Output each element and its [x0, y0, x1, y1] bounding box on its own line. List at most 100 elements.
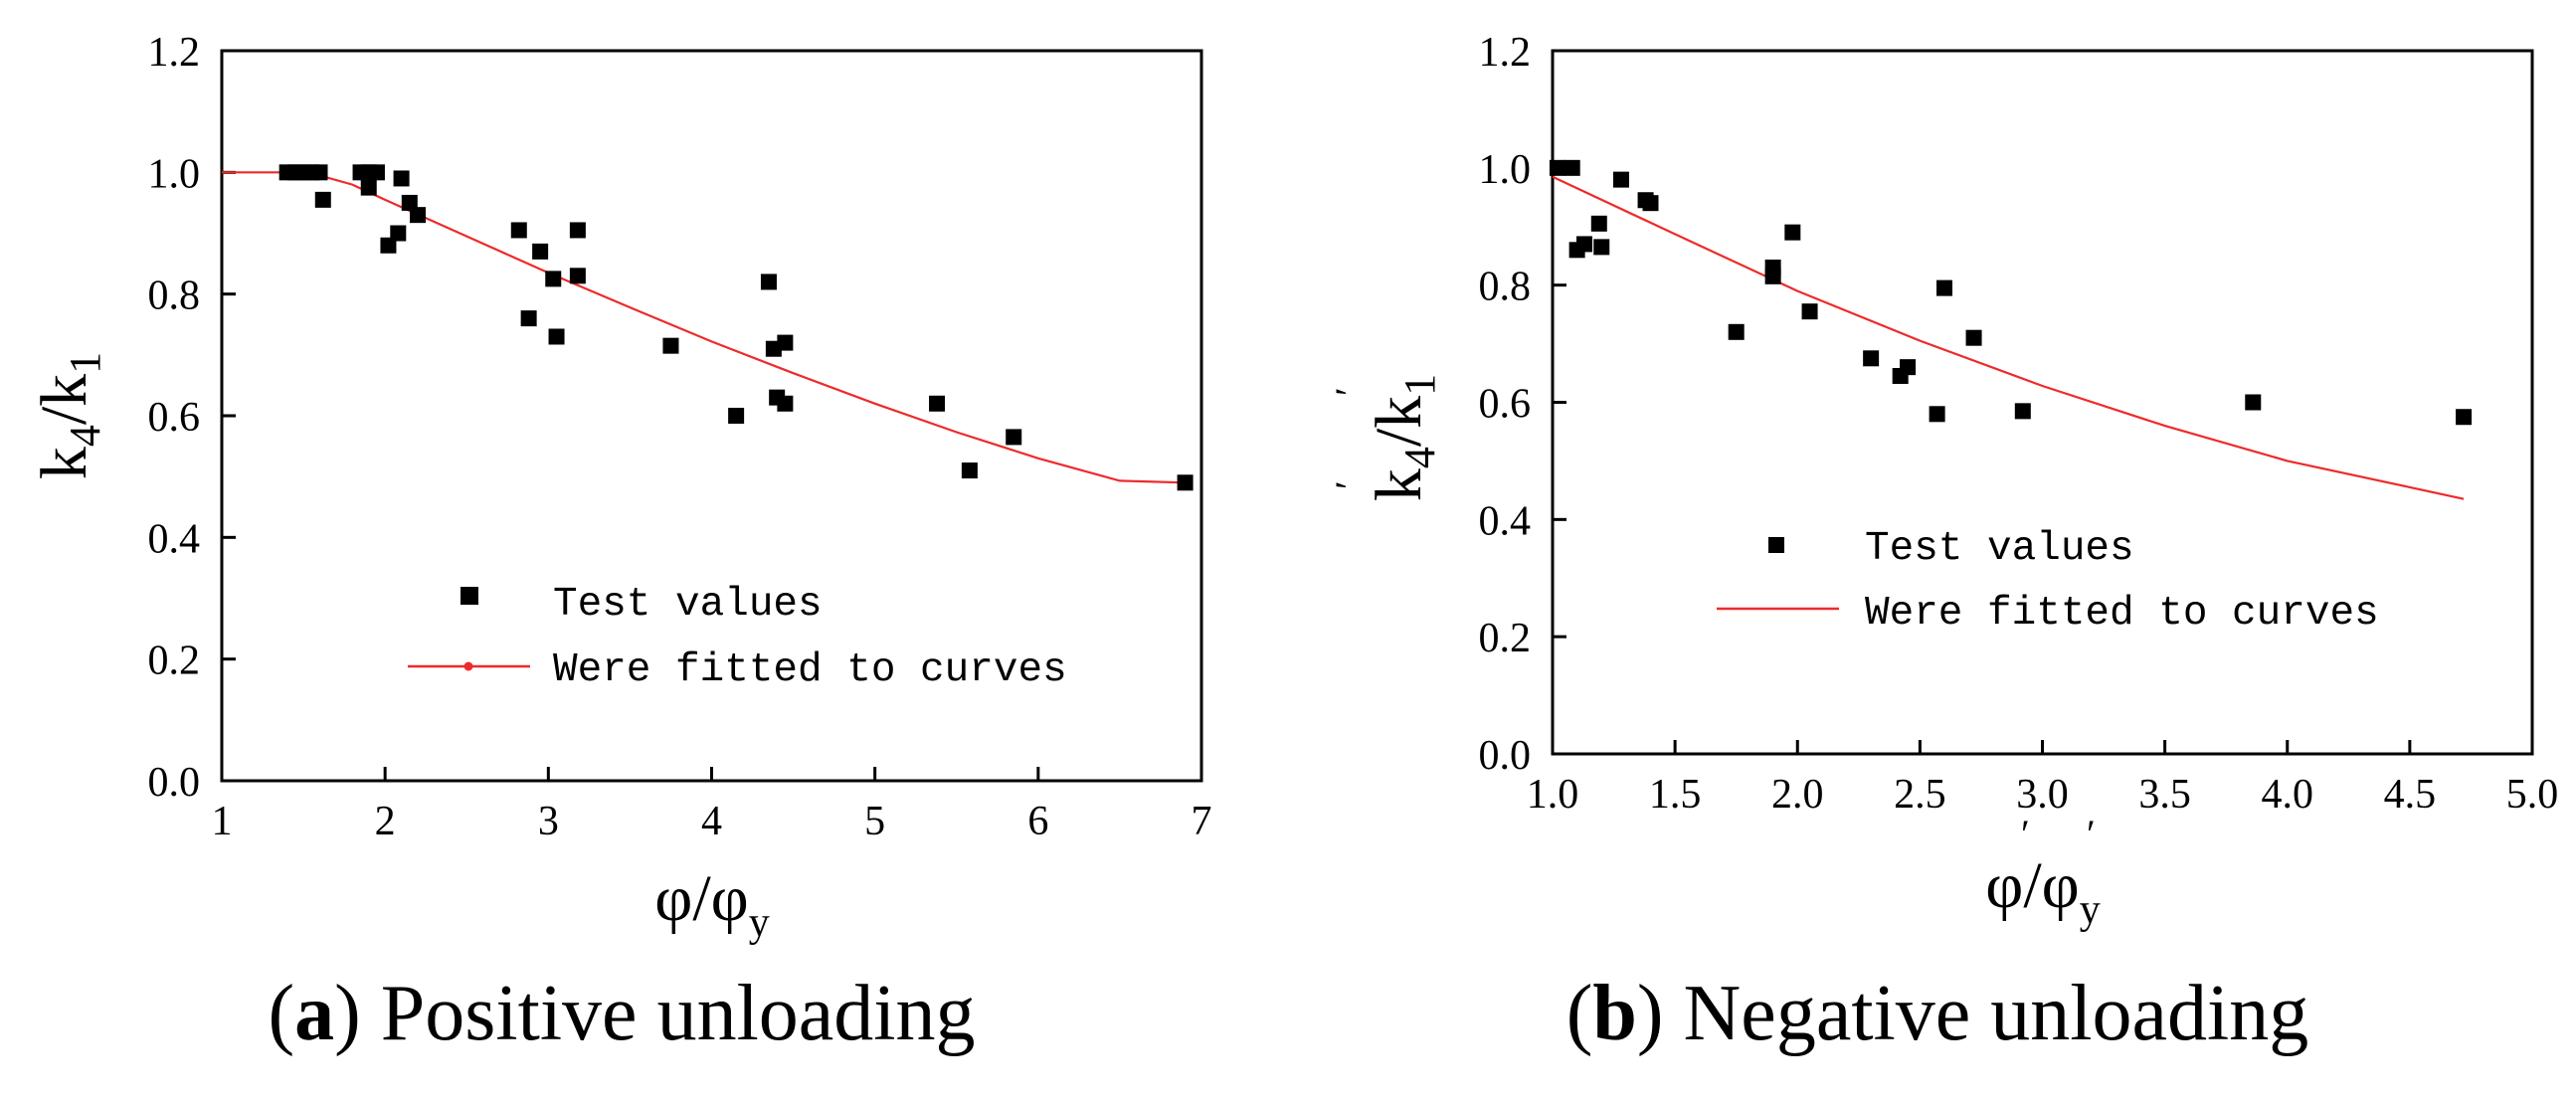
legend-a: Test values Were fitted to curves [408, 582, 1067, 693]
caption-text-b: Negative unloading [1684, 970, 2309, 1057]
test-point-b [1612, 171, 1629, 188]
y-tick-label-b: 0.8 [1479, 265, 1532, 310]
test-point-a [510, 222, 527, 239]
test-point-b [1936, 279, 1952, 296]
test-point-a [393, 170, 410, 187]
test-point-a [728, 408, 745, 424]
test-point-b [1576, 236, 1593, 253]
test-point-b [1549, 159, 1565, 176]
test-point-a [520, 310, 537, 327]
x-tick-label-b: 1.5 [1649, 772, 1702, 818]
test-point-a [532, 243, 549, 260]
y-tick-label-b: 1.0 [1479, 147, 1532, 193]
ylabel-sub-4-a: 4 [61, 425, 109, 447]
xlabel-prime-1-b: ʹ [2021, 812, 2030, 856]
test-point-b [1801, 303, 1818, 320]
fit-curve-line-b [1552, 175, 2465, 500]
fit-curve-a [222, 171, 1186, 484]
ylabel-prime-1-b: ʹ [1327, 480, 1372, 489]
y-axis-label-a: k4/k1 [28, 352, 109, 479]
x-tick-label-b: 2.5 [1894, 772, 1946, 818]
panel-b: 1.0 1.5 2.0 2.5 3.0 3.5 4.0 4.5 5.0 0.0 0.2 0.4 0.6 0… [1327, 30, 2558, 1057]
x-tick-label-b: 2.0 [1771, 772, 1824, 818]
ylabel-sub-1-b: 1 [1395, 374, 1444, 396]
x-tick-label-a: 6 [1027, 799, 1048, 844]
y-tick-label-a: 1.0 [148, 151, 201, 197]
test-point-a [360, 179, 377, 196]
test-point-a [401, 194, 418, 211]
y-tick-label-b: 0.6 [1479, 382, 1532, 428]
plot-frame-b [1551, 49, 2534, 756]
test-point-a [410, 207, 426, 224]
ylabel-prime-2-b: ʹ [1327, 387, 1372, 396]
y-tick-label-a: 0.8 [148, 274, 201, 319]
y-tick-label-a: 0.2 [148, 639, 201, 684]
test-point-a [314, 191, 331, 208]
test-point-b [1900, 359, 1917, 376]
x-tick-label-b: 4.0 [2262, 772, 2314, 818]
test-point-a [777, 395, 794, 412]
caption-letter-a: a [294, 970, 334, 1057]
test-point-b [1965, 329, 1982, 346]
test-point-b [2245, 394, 2262, 411]
y-tick-label-a: 0.0 [148, 760, 201, 806]
x-tick-label-a: 2 [375, 799, 396, 844]
test-point-a [662, 337, 679, 354]
legend-label-points-b: Test values [1865, 526, 2134, 572]
test-point-a [777, 334, 794, 351]
fit-curve-line-a [222, 171, 1186, 484]
x-tick-label-b: 4.5 [2384, 772, 2437, 818]
test-points-a [278, 164, 1194, 491]
y-axis-label-b: k4/k1 ʹ ʹ [1327, 374, 1444, 501]
panel-a: 1 2 3 4 5 6 70.00.20.40.60.81.01.2 k4/k1 φ/φy … [28, 30, 1212, 1057]
ticks-a: 1 2 3 4 5 6 7 0.0 0.2 0.4 0.6 0.8 1.0 1.2 [148, 30, 1212, 844]
test-point-a [548, 328, 565, 345]
test-points-b [1549, 159, 2473, 426]
legend-marker-fit-a [463, 661, 473, 671]
test-point-b [1929, 406, 1945, 423]
test-point-b [1863, 350, 1880, 367]
test-point-a [311, 164, 328, 181]
ticks-b: 1.0 1.5 2.0 2.5 3.0 3.5 4.0 4.5 5.0 0.0 0.2 0.4 0.6 0… [1479, 30, 2559, 818]
legend-b: Test values Were fitted to curves [1717, 526, 2379, 637]
test-point-a [760, 274, 777, 290]
y-tick-label-b: 0.0 [1479, 733, 1532, 779]
ylabel-k-a: k [28, 447, 100, 479]
x-axis-label-b: φ/φy [1985, 849, 2101, 933]
test-point-a [1006, 429, 1022, 446]
test-point-b [1642, 195, 1659, 212]
y-tick-label-a: 0.4 [148, 516, 201, 562]
x-tick-label-a: 3 [538, 799, 559, 844]
test-point-b [1590, 215, 1607, 232]
y-tick-label-b: 1.2 [1479, 30, 1532, 76]
test-point-a [569, 222, 586, 239]
caption-letter-b: b [1592, 970, 1637, 1057]
test-point-a [380, 237, 397, 254]
y-tick-label-b: 0.2 [1479, 616, 1532, 661]
test-point-b [2456, 409, 2473, 426]
test-point-b [1593, 239, 1610, 256]
ylabel-k-b: k [1363, 468, 1435, 501]
svg-text:k4/k1: k4/k1 [28, 352, 109, 479]
xlabel-phi-b: φ/φ [1985, 849, 2080, 922]
test-point-a [929, 395, 946, 412]
xlabel-sub-y-b: y [2080, 887, 2101, 933]
legend-marker-points-b [1768, 537, 1784, 553]
legend-label-points-a: Test values [553, 582, 823, 628]
xlabel-prime-2-b: ʹ [2087, 812, 2096, 856]
test-point-b [1784, 224, 1801, 241]
test-point-a [1177, 474, 1194, 491]
legend-label-fit-a: Were fitted to curves [553, 647, 1067, 693]
test-point-b [1564, 159, 1580, 176]
ylabel-slash-k-a: /k [28, 374, 100, 425]
x-tick-label-a: 4 [701, 799, 722, 844]
test-point-a [390, 225, 407, 242]
x-tick-label-b: 3.0 [2016, 772, 2069, 818]
x-tick-label-b: 3.5 [2138, 772, 2191, 818]
y-tick-label-a: 1.2 [148, 30, 201, 76]
x-tick-label-a: 1 [212, 799, 233, 844]
xlabel-sub-y-a: y [749, 900, 770, 946]
x-tick-label-b: 5.0 [2506, 772, 2559, 818]
x-tick-label-a: 5 [864, 799, 885, 844]
